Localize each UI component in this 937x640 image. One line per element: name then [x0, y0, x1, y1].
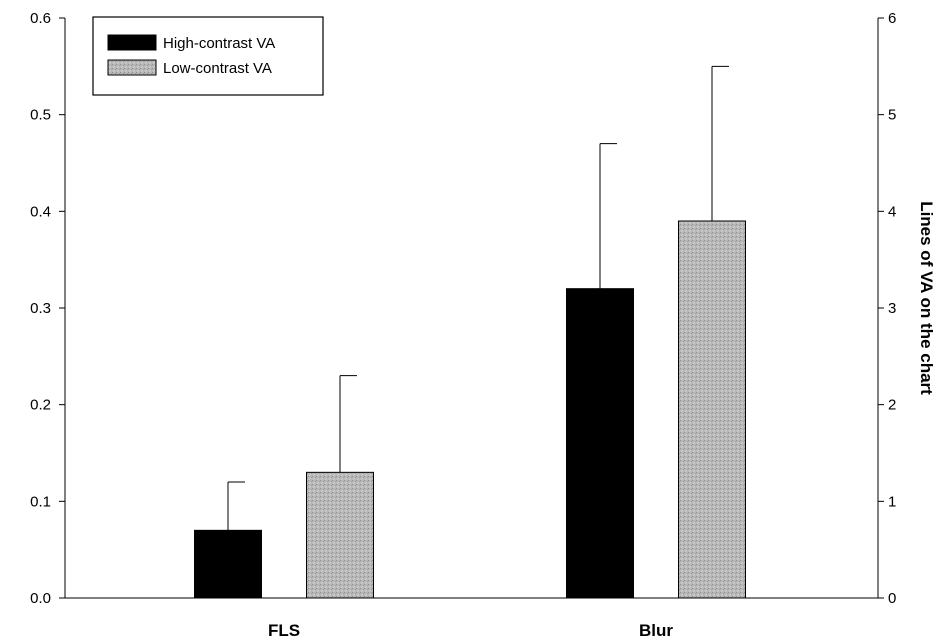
y2-tick-label: 1: [888, 493, 896, 510]
bar-high-contrast: [566, 288, 634, 599]
y-tick-label: 0.1: [30, 493, 51, 510]
legend: High-contrast VA Low-contrast VA: [92, 16, 324, 96]
x-category-label: FLS: [268, 621, 300, 640]
y-tick-label: 0.6: [30, 10, 51, 27]
legend-label: Low-contrast VA: [163, 60, 272, 77]
y2-tick-label: 5: [888, 107, 896, 124]
bar-low-contrast: [678, 220, 746, 599]
y-tick-label: 0.2: [30, 397, 51, 414]
y-tick-label: 0.0: [30, 590, 51, 607]
y2-tick-label: 3: [888, 300, 896, 317]
y2-tick-label: 0: [888, 590, 896, 607]
y-tick-label: 0.4: [30, 203, 51, 220]
y2-tick-label: 6: [888, 10, 896, 27]
bars: [194, 65, 746, 599]
legend-swatch: [107, 59, 157, 76]
y-tick-label: 0.5: [30, 107, 51, 124]
axes: [59, 17, 884, 599]
y2-tick-label: 2: [888, 397, 896, 414]
bar-low-contrast: [306, 471, 374, 599]
y-tick-label: 0.3: [30, 300, 51, 317]
legend-box: [92, 16, 324, 96]
y2-tick-label: 4: [888, 203, 896, 220]
y2-axis-title: Lines of VA on the chart: [917, 201, 936, 395]
bar-high-contrast: [194, 529, 262, 599]
legend-swatch: [107, 34, 157, 51]
legend-label: High-contrast VA: [163, 35, 275, 52]
labels: 0.0 0.1 0.2 0.3 0.4 0.5 0.6 0 1 2 3 4 5 6 Lines of VA …: [30, 10, 936, 640]
x-category-label: Blur: [639, 621, 673, 640]
